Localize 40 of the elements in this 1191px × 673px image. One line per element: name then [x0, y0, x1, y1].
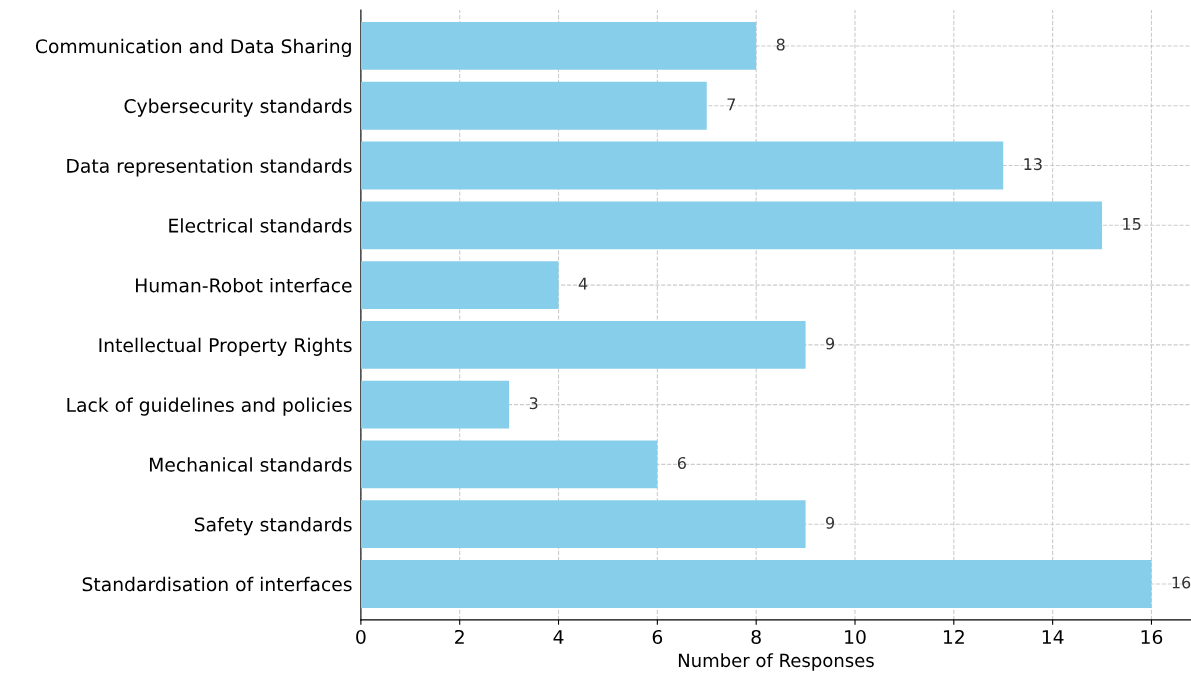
- bar: [360, 380, 510, 429]
- bar: [360, 440, 658, 489]
- bar: [360, 500, 806, 549]
- y-tick-label: Communication and Data Sharing: [35, 38, 351, 57]
- data-label: 15: [1123, 218, 1141, 230]
- bar: [360, 22, 757, 70]
- bar: [360, 81, 707, 130]
- y-tick-label: Intellectual Property Rights: [99, 337, 352, 356]
- data-label: 9: [826, 337, 835, 350]
- x-tick-label: 10: [845, 629, 866, 645]
- bar: [360, 201, 1103, 250]
- data-label: 4: [578, 277, 588, 290]
- data-label: 6: [677, 456, 686, 470]
- x-axis-title: Number of Responses: [678, 653, 874, 671]
- data-label: 13: [1024, 158, 1042, 171]
- x-tick-label: 8: [751, 629, 761, 645]
- x-tick-label: 0: [356, 629, 366, 645]
- bar: [360, 560, 1152, 608]
- x-tick-label: 2: [455, 629, 464, 644]
- y-tick-label: Electrical standards: [169, 218, 352, 233]
- data-label: 8: [776, 38, 785, 51]
- y-tick-label: Standardisation of interfaces: [82, 576, 352, 592]
- x-tick-label: 14: [1042, 630, 1064, 644]
- bar: [360, 141, 1004, 190]
- y-tick-label: Data representation standards: [67, 158, 352, 177]
- bar: [360, 320, 806, 369]
- x-tick-label: 12: [943, 629, 964, 644]
- y-tick-label: Safety standards: [194, 517, 352, 536]
- y-tick-label: Human-Robot interface: [136, 277, 352, 293]
- data-label: 9: [826, 516, 835, 529]
- data-label: 16: [1172, 576, 1191, 589]
- data-label: 3: [529, 397, 538, 410]
- x-tick-label: 16: [1141, 629, 1163, 645]
- x-tick-label: 6: [652, 629, 663, 645]
- y-tick-label: Cybersecurity standards: [124, 98, 352, 117]
- y-tick-label: Mechanical standards: [149, 457, 352, 472]
- data-label: 7: [727, 98, 735, 111]
- y-tick-label: Lack of guidelines and policies: [67, 397, 352, 416]
- x-tick-label: 4: [553, 630, 564, 644]
- bar: [360, 261, 559, 309]
